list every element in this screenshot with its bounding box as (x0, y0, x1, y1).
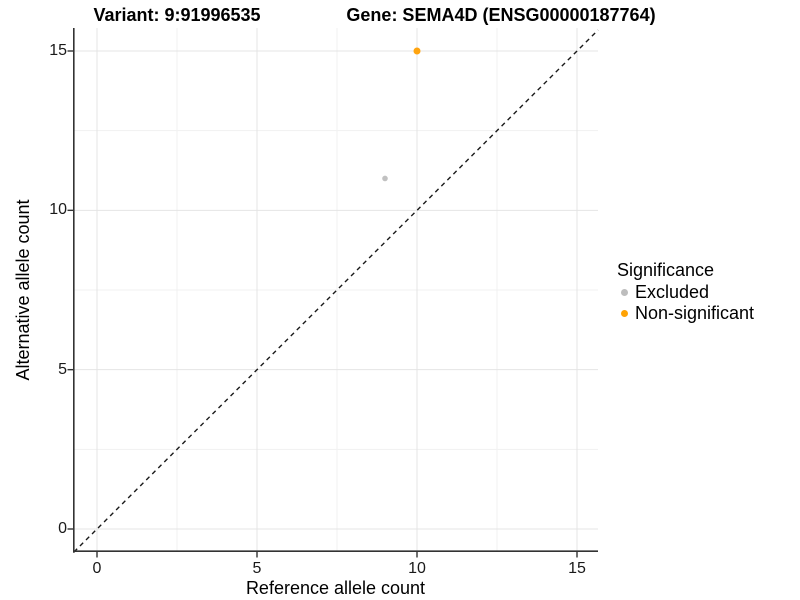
y-tick-label: 5 (58, 360, 67, 378)
legend-dot-icon (621, 310, 628, 317)
data-point-non-significant (413, 47, 421, 55)
variant-title: Variant: 9:91996535 (93, 5, 261, 25)
legend-entries: Excluded Non-significant (617, 282, 754, 324)
x-axis-title: Reference allele count (245, 578, 426, 598)
legend-entry-label: Excluded (635, 282, 710, 302)
x-tick-label: 15 (568, 560, 586, 577)
legend-key (617, 306, 632, 321)
legend-entry-label: Non-significant (635, 303, 755, 323)
data-point-excluded (382, 175, 388, 182)
x-tick-label: 5 (252, 560, 262, 577)
legend-entry: Excluded (617, 282, 754, 303)
legend: Significance Excluded Non-significant (617, 260, 754, 324)
y-axis-title: Alternative allele count (13, 199, 33, 381)
y-tick-label: 10 (49, 201, 67, 219)
plot-panel (67, 28, 599, 558)
gene-title: Gene: SEMA4D (ENSG00000187764) (346, 5, 656, 25)
legend-dot-icon (621, 289, 628, 296)
identity-line (73, 29, 599, 553)
x-tick-label: 0 (92, 560, 102, 577)
y-tick-label: 0 (58, 520, 67, 537)
legend-key (617, 285, 632, 300)
x-tick-label: 10 (408, 560, 426, 577)
plot-canvas (67, 28, 599, 558)
legend-title: Significance (617, 260, 715, 280)
y-tick-label: 15 (49, 41, 67, 59)
legend-entry: Non-significant (617, 303, 754, 324)
